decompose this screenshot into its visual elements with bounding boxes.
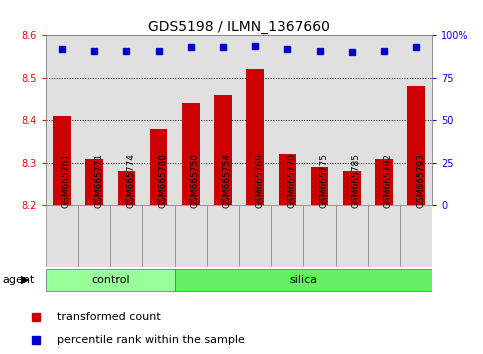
Text: GSM665750: GSM665750	[191, 153, 200, 209]
Bar	[182, 103, 199, 205]
FancyBboxPatch shape	[175, 269, 432, 291]
Text: GSM665792: GSM665792	[384, 154, 393, 209]
Bar	[407, 86, 425, 205]
Bar	[375, 159, 393, 205]
Bar	[246, 69, 264, 205]
Text: GSM665793: GSM665793	[416, 153, 425, 209]
Text: silica: silica	[289, 275, 317, 285]
Text: GSM665769: GSM665769	[255, 153, 264, 209]
Text: GSM665785: GSM665785	[352, 153, 361, 209]
FancyBboxPatch shape	[303, 205, 336, 267]
FancyBboxPatch shape	[400, 205, 432, 267]
Bar	[85, 159, 103, 205]
Bar	[117, 171, 135, 205]
FancyBboxPatch shape	[271, 205, 303, 267]
Bar	[53, 116, 71, 205]
Bar	[214, 95, 232, 205]
FancyBboxPatch shape	[46, 205, 78, 267]
FancyBboxPatch shape	[142, 205, 175, 267]
Text: control: control	[91, 275, 129, 285]
FancyBboxPatch shape	[78, 205, 110, 267]
Text: GSM665788: GSM665788	[158, 153, 168, 209]
FancyBboxPatch shape	[110, 205, 142, 267]
Text: agent: agent	[2, 275, 35, 285]
Text: GSM665774: GSM665774	[127, 154, 135, 209]
Bar	[279, 154, 296, 205]
FancyBboxPatch shape	[175, 205, 207, 267]
Text: GSM665754: GSM665754	[223, 154, 232, 209]
FancyBboxPatch shape	[368, 205, 400, 267]
FancyBboxPatch shape	[46, 269, 175, 291]
Text: GSM665771: GSM665771	[94, 153, 103, 209]
FancyBboxPatch shape	[207, 205, 239, 267]
Text: GSM665775: GSM665775	[320, 153, 328, 209]
Text: GSM665770: GSM665770	[287, 153, 297, 209]
Text: percentile rank within the sample: percentile rank within the sample	[57, 335, 245, 346]
Text: transformed count: transformed count	[57, 312, 161, 322]
Text: ▶: ▶	[21, 275, 30, 285]
Bar	[343, 171, 361, 205]
Text: GSM665761: GSM665761	[62, 153, 71, 209]
Bar	[311, 167, 328, 205]
FancyBboxPatch shape	[336, 205, 368, 267]
Title: GDS5198 / ILMN_1367660: GDS5198 / ILMN_1367660	[148, 21, 330, 34]
FancyBboxPatch shape	[239, 205, 271, 267]
Bar	[150, 129, 168, 205]
